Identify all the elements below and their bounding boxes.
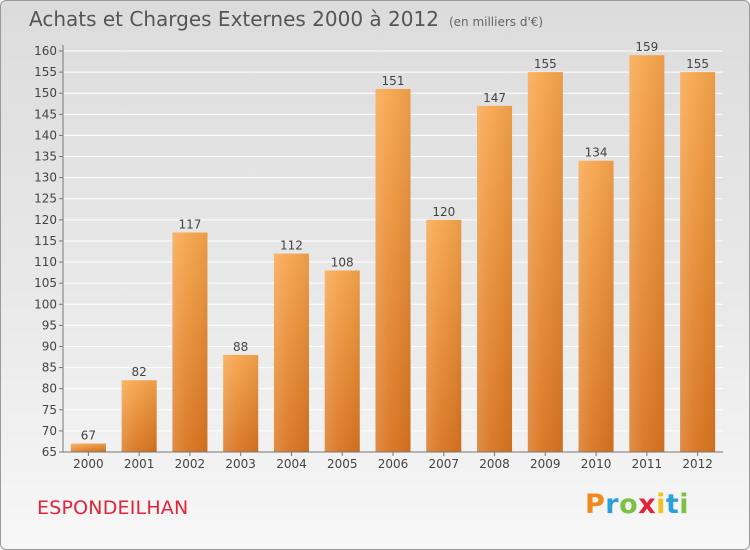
data-label: 120 xyxy=(432,205,455,219)
logo-letter: i xyxy=(679,489,690,520)
y-tick-label: 115 xyxy=(34,234,57,248)
data-label: 117 xyxy=(178,218,201,232)
bar-shine xyxy=(477,105,513,452)
proxiti-logo[interactable]: Proxiti xyxy=(585,489,689,520)
x-tick-label: 2010 xyxy=(581,457,612,471)
y-tick-label: 65 xyxy=(42,445,57,459)
bar-shine xyxy=(273,253,309,452)
x-tick-label: 2006 xyxy=(378,457,409,471)
bar-shine xyxy=(578,160,614,452)
x-tick-label: 2002 xyxy=(175,457,206,471)
data-label: 155 xyxy=(686,57,709,71)
x-tick-label: 2012 xyxy=(682,457,713,471)
axis-layer: 65 70 75 80 85 90 95 100 105 110 115 120 125 130 135 14… xyxy=(34,44,723,471)
logo-letter: x xyxy=(638,489,657,520)
x-tick-label: 2011 xyxy=(632,457,663,471)
chart-title: Achats et Charges Externes 2000 à 2012 (e… xyxy=(29,7,543,31)
data-label: 88 xyxy=(233,340,248,354)
y-tick-label: 90 xyxy=(42,339,57,353)
y-tick-label: 70 xyxy=(42,424,57,438)
data-label: 147 xyxy=(483,91,506,105)
x-tick-label: 2004 xyxy=(276,457,307,471)
chart-title-text: Achats et Charges Externes 2000 à 2012 xyxy=(29,7,439,31)
logo-letter: P xyxy=(585,489,606,520)
bar-shine xyxy=(324,270,360,452)
bar-shine xyxy=(680,72,716,453)
label-layer: 67 82 117 88 112 108 151 120 147 155 134 159 155 xyxy=(81,40,709,442)
y-tick-label: 135 xyxy=(34,150,57,164)
data-label: 82 xyxy=(132,365,147,379)
y-tick-label: 75 xyxy=(42,403,57,417)
x-tick-label: 2009 xyxy=(530,457,561,471)
data-label: 159 xyxy=(635,40,658,54)
y-tick-label: 160 xyxy=(34,44,57,58)
data-label: 134 xyxy=(585,146,608,160)
y-tick-label: 130 xyxy=(34,171,57,185)
bar-shine xyxy=(223,354,259,452)
chart-unit: (en milliers d'€) xyxy=(448,15,544,29)
y-tick-label: 85 xyxy=(42,361,57,375)
x-tick-label: 2007 xyxy=(428,457,459,471)
y-tick-label: 105 xyxy=(34,276,57,290)
bar-shine xyxy=(172,232,208,452)
y-tick-label: 80 xyxy=(42,382,57,396)
bar-shine xyxy=(629,55,665,452)
x-tick-label: 2008 xyxy=(479,457,510,471)
bar-shine xyxy=(426,219,462,452)
logo-letter: t xyxy=(665,489,680,520)
commune-name: ESPONDEILHAN xyxy=(37,497,189,519)
data-label: 112 xyxy=(280,239,303,253)
logo-letter: o xyxy=(619,489,639,520)
data-label: 67 xyxy=(81,429,96,443)
y-tick-label: 125 xyxy=(34,192,57,206)
bar-shine xyxy=(375,88,411,452)
y-tick-label: 100 xyxy=(34,297,57,311)
y-tick-label: 155 xyxy=(34,65,57,79)
bar-shine xyxy=(527,72,563,453)
y-tick-label: 140 xyxy=(34,128,57,142)
data-label: 108 xyxy=(331,255,354,269)
y-tick-label: 95 xyxy=(42,318,57,332)
x-tick-label: 2005 xyxy=(327,457,358,471)
bar-shine xyxy=(121,380,157,452)
y-tick-label: 110 xyxy=(34,255,57,269)
y-tick-label: 145 xyxy=(34,107,57,121)
bar-shine xyxy=(70,443,106,452)
y-tick-label: 120 xyxy=(34,213,57,227)
bar-layer xyxy=(70,55,716,453)
logo-letter: r xyxy=(605,489,620,520)
data-label: 155 xyxy=(534,57,557,71)
x-tick-label: 2000 xyxy=(73,457,104,471)
x-tick-label: 2003 xyxy=(225,457,256,471)
data-label: 151 xyxy=(382,74,405,88)
y-tick-label: 150 xyxy=(34,86,57,100)
logo-letter: i xyxy=(656,489,666,520)
x-tick-label: 2001 xyxy=(124,457,155,471)
